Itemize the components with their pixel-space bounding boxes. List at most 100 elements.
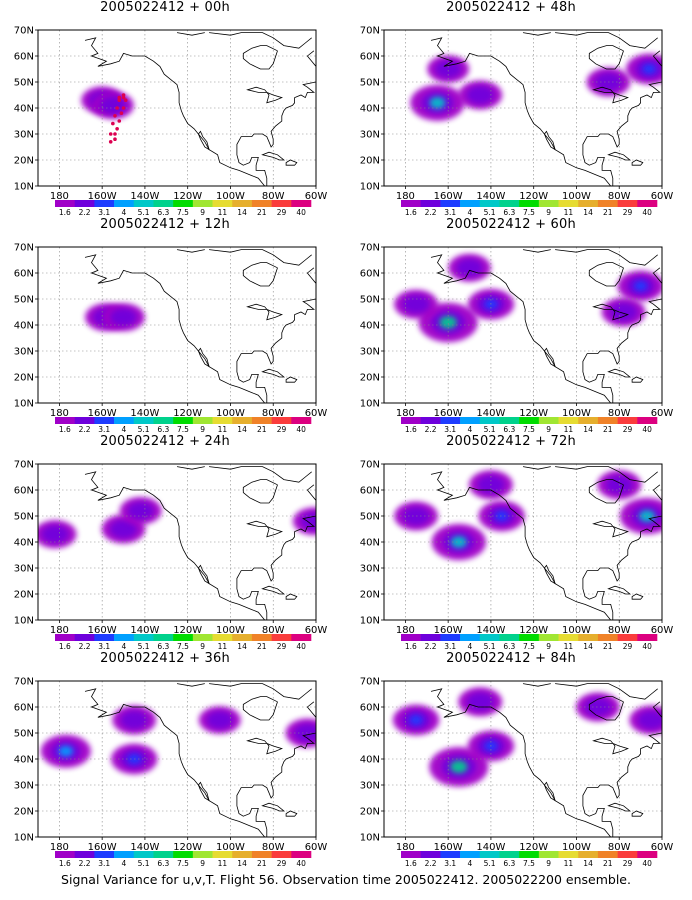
x-tick-label: 160W bbox=[88, 408, 117, 419]
colorbar-swatch bbox=[401, 634, 421, 641]
x-tick-label: 140W bbox=[130, 408, 159, 419]
flight-track-point bbox=[121, 93, 126, 97]
colorbar-swatch bbox=[94, 634, 115, 641]
x-tick-label: 100W bbox=[216, 625, 245, 636]
coastline bbox=[543, 347, 556, 368]
colorbar-label: 11 bbox=[564, 208, 574, 217]
panel-title: 2005022412 + 12h bbox=[100, 217, 230, 232]
colorbar-swatch bbox=[479, 417, 500, 424]
colorbar-swatch bbox=[291, 200, 312, 207]
flight-track-point bbox=[119, 111, 124, 115]
colorbar-label: 5.1 bbox=[484, 208, 496, 217]
coastline bbox=[582, 50, 662, 186]
y-tick-label: 70N bbox=[360, 26, 380, 37]
x-tick-label: 140W bbox=[130, 191, 159, 202]
x-tick-label: 160W bbox=[88, 842, 117, 853]
colorbar-swatch bbox=[291, 417, 312, 424]
colorbar-swatch bbox=[597, 851, 618, 858]
colorbar-label: 40 bbox=[642, 859, 652, 868]
colorbar-label: 2.2 bbox=[79, 425, 91, 434]
x-tick-label: 120W bbox=[173, 191, 202, 202]
colorbar-label: 11 bbox=[564, 425, 574, 434]
colorbar-swatch bbox=[617, 851, 638, 858]
y-tick-label: 30N bbox=[360, 347, 380, 358]
y-tick-label: 10N bbox=[14, 182, 34, 193]
colorbar-swatch bbox=[558, 634, 579, 641]
variance-blob-peak bbox=[494, 510, 509, 522]
y-tick-label: 40N bbox=[360, 755, 380, 766]
map-panel: 2005022412 + 00h 10N 20N 30N 40N 50N 60N 70N 180… bbox=[0, 0, 330, 217]
y-tick-label: 50N bbox=[360, 729, 380, 740]
flight-track-point bbox=[117, 119, 122, 123]
variance-blob-peak bbox=[642, 63, 657, 75]
colorbar-label: 21 bbox=[603, 208, 613, 217]
colorbar-label: 5.1 bbox=[138, 425, 150, 434]
variance-blob-core bbox=[637, 711, 662, 729]
variance-blob-core bbox=[120, 711, 148, 729]
y-tick-label: 70N bbox=[14, 243, 34, 254]
x-tick-label: 140W bbox=[476, 408, 505, 419]
colorbar-swatch bbox=[94, 417, 115, 424]
colorbar-swatch bbox=[597, 200, 618, 207]
y-tick-label: 40N bbox=[14, 538, 34, 549]
y-tick-label: 70N bbox=[14, 460, 34, 471]
coastline bbox=[285, 593, 298, 600]
colorbar-label: 6.3 bbox=[157, 425, 169, 434]
colorbar-swatch bbox=[578, 851, 599, 858]
coastline bbox=[522, 249, 551, 253]
panel-title: 2005022412 + 72h bbox=[446, 434, 576, 449]
coastline bbox=[197, 781, 210, 802]
colorbar-swatch bbox=[94, 851, 115, 858]
panel-title: 2005022412 + 84h bbox=[446, 651, 576, 666]
x-tick-label: 120W bbox=[173, 408, 202, 419]
colorbar-swatch bbox=[558, 417, 579, 424]
x-tick-label: 140W bbox=[130, 842, 159, 853]
colorbar-swatch bbox=[597, 417, 618, 424]
colorbar-label: 21 bbox=[257, 425, 267, 434]
x-tick-label: 80W bbox=[608, 625, 631, 636]
map-panel: 2005022412 + 72h 10N 20N 30N 40N 50N 60N 70N 180… bbox=[346, 434, 676, 652]
colorbar-swatch bbox=[153, 851, 174, 858]
coastline bbox=[582, 267, 662, 403]
colorbar-swatch bbox=[94, 200, 115, 207]
coastline bbox=[522, 683, 551, 687]
flight-track-point bbox=[108, 140, 113, 144]
variance-blob-peak bbox=[58, 745, 74, 757]
map-svg: 10N 20N 30N 40N 50N 60N 70N 180 160W 140W 120W 100W… bbox=[360, 460, 674, 652]
colorbar-swatch bbox=[232, 634, 253, 641]
x-tick-label: 80W bbox=[262, 408, 285, 419]
flight-track-point bbox=[113, 114, 117, 118]
coastline bbox=[236, 701, 316, 837]
colorbar-label: 14 bbox=[237, 425, 247, 434]
map-panel: 2005022412 + 12h 10N 20N 30N 40N 50N 60N 70N 180… bbox=[0, 217, 330, 434]
x-tick-label: 180 bbox=[50, 408, 69, 419]
variance-blob-peak bbox=[409, 714, 423, 726]
colorbar-label: 29 bbox=[277, 425, 287, 434]
map-panel: 2005022412 + 60h 10N 20N 30N 40N 50N 60N 70N 180… bbox=[346, 217, 676, 434]
x-tick-label: 80W bbox=[262, 625, 285, 636]
coastline bbox=[592, 520, 629, 538]
colorbar-swatch bbox=[519, 634, 540, 641]
colorbar-swatch bbox=[637, 634, 658, 641]
colorbar-label: 2.2 bbox=[425, 425, 437, 434]
colorbar-label: 7.5 bbox=[177, 859, 189, 868]
colorbar-label: 2.2 bbox=[79, 859, 91, 868]
colorbar-label: 3.1 bbox=[444, 425, 456, 434]
variance-blob-peak bbox=[439, 315, 457, 329]
x-tick-label: 80W bbox=[608, 191, 631, 202]
x-tick-label: 60W bbox=[651, 191, 674, 202]
colorbar-swatch bbox=[133, 851, 154, 858]
colorbar-label: 40 bbox=[296, 208, 306, 217]
map-panel: 2005022412 + 36h 10N 20N 30N 40N 50N 60N 70N 180… bbox=[0, 651, 330, 868]
coastline bbox=[261, 585, 286, 595]
map-svg: 10N 20N 30N 40N 50N 60N 70N 180 160W 140W 120W 100W… bbox=[14, 460, 328, 652]
colorbar-label: 9 bbox=[546, 425, 551, 434]
colorbar-swatch bbox=[133, 200, 154, 207]
colorbar-swatch bbox=[479, 634, 500, 641]
colorbar-swatch bbox=[401, 200, 421, 207]
colorbar-label: 3.1 bbox=[98, 208, 110, 217]
colorbar-label: 14 bbox=[583, 425, 593, 434]
colorbar-swatch bbox=[637, 417, 658, 424]
coastline bbox=[246, 737, 283, 755]
x-tick-label: 120W bbox=[173, 625, 202, 636]
